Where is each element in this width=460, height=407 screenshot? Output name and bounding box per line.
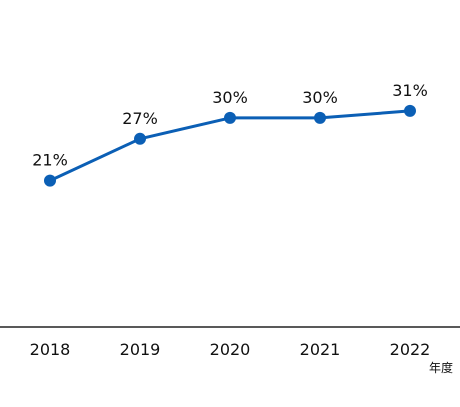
data-labels: 21% 27% 30% 30% 31% (32, 81, 428, 170)
data-label-2022: 31% (392, 81, 428, 100)
data-point-2022 (404, 104, 416, 117)
data-point-2020 (224, 111, 236, 124)
data-point-2021 (314, 111, 326, 124)
x-tick-2021: 2021 (300, 340, 341, 359)
data-label-2021: 30% (302, 88, 338, 107)
x-unit-label: 年度 (429, 360, 453, 375)
data-point-2019 (134, 132, 146, 145)
data-label-2020: 30% (212, 88, 248, 107)
x-tick-2018: 2018 (30, 340, 71, 359)
data-label-2018: 21% (32, 151, 68, 170)
x-tick-labels: 2018 2019 2020 2021 2022 (30, 340, 431, 359)
x-tick-2020: 2020 (210, 340, 251, 359)
x-tick-2022: 2022 (390, 340, 431, 359)
data-points (44, 104, 416, 187)
x-tick-2019: 2019 (120, 340, 161, 359)
data-label-2019: 27% (122, 109, 158, 128)
data-point-2018 (44, 174, 56, 187)
